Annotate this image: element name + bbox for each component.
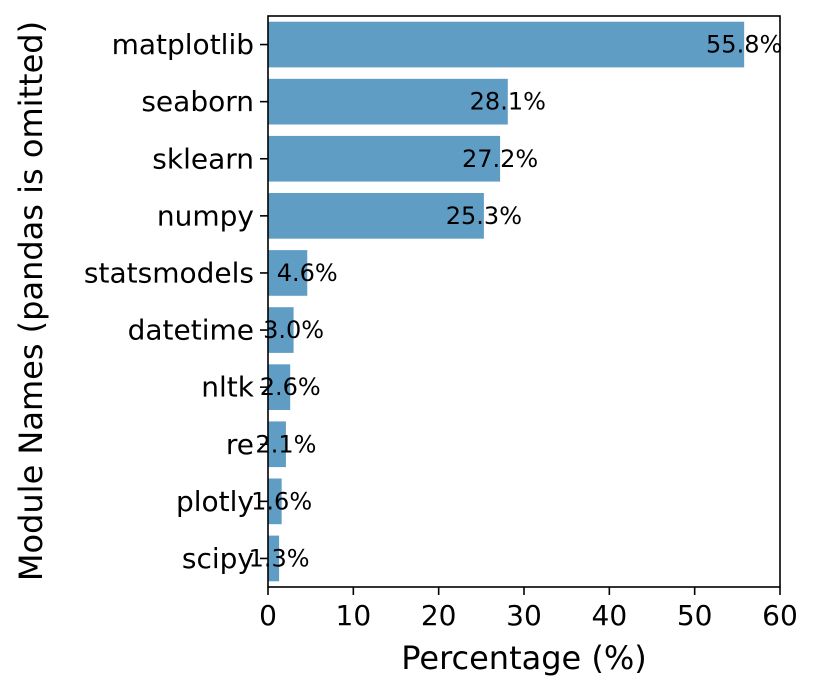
y-tick-label-numpy: numpy [157,199,254,232]
y-axis: matplotlib seaborn sklearn numpy statsmodels… [84,28,268,575]
y-axis-title: Module Names (pandas is omitted) [12,21,50,581]
data-label-nltk: 2.6% [260,373,321,401]
data-label-numpy: 25.3% [446,202,522,230]
bar-nltk [268,364,291,410]
x-tick-label-60: 60 [762,599,798,632]
plot-frame [267,15,781,588]
data-label-matplotlib: 55.8% [706,31,782,59]
x-tick-label-40: 40 [592,599,628,632]
x-tick-label-50: 50 [677,599,713,632]
bar-matplotlib [268,21,745,68]
data-label-statsmodels: 4.6% [277,259,338,287]
data-label-scipy: 1.3% [249,544,310,572]
y-tick-label-statsmodels: statsmodels [84,256,254,289]
y-tick-label-sklearn: sklearn [152,142,254,175]
data-label-sklearn: 27.2% [462,145,538,173]
x-tick-label-0: 0 [259,599,277,632]
bar-seaborn [268,78,508,125]
data-label-seaborn: 28.1% [470,88,546,116]
x-tick-label-10: 10 [336,599,372,632]
y-tick-label-plotly: plotly [176,485,254,518]
y-tick-label-scipy: scipy [182,542,254,575]
x-tick-label-20: 20 [421,599,457,632]
y-tick-label-re: re [226,428,254,461]
bar-re [268,421,286,468]
y-tick-label-seaborn: seaborn [141,85,254,118]
bar-numpy [268,193,484,239]
bar-datetime [268,307,294,353]
x-axis-title: Percentage (%) [401,639,647,677]
bar-sklearn [268,135,501,182]
bar-plotly [268,478,282,525]
bar-statsmodels [268,250,308,296]
y-tick-label-matplotlib: matplotlib [112,28,254,61]
bars-group [268,21,745,582]
x-tick-label-30: 30 [506,599,542,632]
y-tick-label-datetime: datetime [128,314,254,347]
data-label-datetime: 3.0% [263,316,324,344]
x-axis: 0 10 20 30 40 50 60 [259,587,798,632]
bar-scipy [268,535,280,582]
y-tick-label-nltk: nltk [201,371,255,404]
